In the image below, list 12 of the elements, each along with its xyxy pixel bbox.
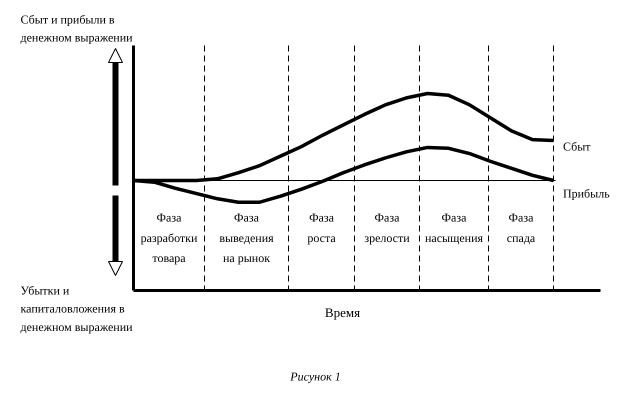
text: Фаза насыщения [424, 210, 484, 245]
text: Убытки и капиталовложения в денежном выражении [20, 284, 134, 334]
text: Рисунок 1 [289, 370, 341, 384]
text: Время [324, 305, 360, 320]
text: Фаза спада [506, 210, 536, 245]
y-axis-title: Сбыт и прибыли в денежном выражении [20, 12, 134, 45]
series-label: Сбыт [562, 139, 592, 154]
text: Фаза выведения на рынок [219, 210, 274, 266]
text: Фаза разработки товара [140, 210, 198, 266]
text: Фаза роста [307, 210, 336, 245]
series-label: Прибыль [562, 186, 610, 200]
text: Фаза зрелости [364, 210, 410, 245]
